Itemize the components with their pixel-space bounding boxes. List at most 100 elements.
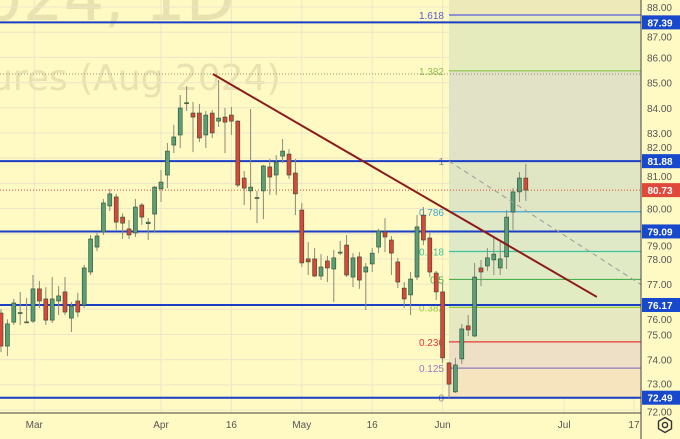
candle-body	[440, 291, 445, 359]
candle	[517, 171, 522, 202]
candle	[5, 319, 10, 356]
x-tick-label: 16	[226, 420, 238, 431]
candle	[414, 215, 420, 281]
level-price-label: 72.49	[642, 390, 680, 405]
fib-zone	[449, 307, 641, 342]
candle	[56, 286, 61, 316]
candle-body	[81, 267, 87, 306]
candle	[120, 213, 125, 239]
candle	[24, 297, 29, 324]
candle-body	[485, 257, 490, 267]
candle	[209, 110, 215, 138]
candle	[305, 242, 311, 276]
fib-level-label: 1.382	[419, 67, 444, 78]
candle-body	[17, 312, 23, 314]
y-tick-label: 74.00	[647, 356, 672, 367]
candle	[126, 220, 132, 239]
y-tick-label: 73.00	[647, 380, 672, 391]
candle-body	[459, 328, 465, 360]
fib-level-label: 0.382	[419, 303, 444, 314]
y-tick-label: 72.00	[647, 408, 672, 419]
settings-icon[interactable]	[656, 416, 674, 434]
candle-body	[280, 150, 285, 157]
candle	[37, 281, 42, 309]
candle	[293, 158, 298, 216]
trend-line	[212, 73, 598, 298]
candle	[472, 262, 477, 337]
candle-body	[24, 321, 29, 324]
candle-body	[0, 312, 4, 347]
candle-body	[56, 295, 61, 302]
level-price-label-bg	[642, 154, 680, 169]
candle	[75, 292, 81, 318]
candle	[286, 149, 292, 180]
candle	[101, 198, 106, 235]
candle-body	[273, 161, 279, 176]
candle	[190, 101, 196, 153]
candle-body	[254, 197, 260, 199]
candle	[497, 242, 503, 276]
candle-body	[5, 323, 10, 347]
candle-body	[49, 298, 55, 321]
candle-body	[197, 112, 202, 139]
x-tick-label: May	[292, 420, 311, 431]
candle	[389, 235, 394, 276]
candle-body	[62, 291, 68, 313]
candle	[433, 270, 439, 300]
candle	[280, 138, 285, 163]
x-tick-label: 17	[628, 420, 640, 431]
fib-zone	[449, 279, 641, 308]
candle	[312, 248, 317, 278]
candle-body	[235, 120, 241, 186]
candle-body	[113, 196, 119, 223]
candle	[478, 259, 484, 287]
candle	[369, 248, 375, 272]
candle-body	[357, 256, 362, 281]
fib-zone	[449, 161, 641, 212]
y-tick-label: 86.00	[647, 53, 672, 64]
price-axis	[641, 0, 680, 439]
candle-body	[184, 102, 189, 105]
candle	[165, 143, 170, 189]
x-tick-label: Jun	[435, 420, 451, 431]
y-tick-label: 79.00	[647, 241, 672, 252]
candle	[331, 250, 337, 302]
candle	[363, 262, 369, 311]
fib-level-label: 0.236	[419, 338, 444, 349]
fib-level-label: 1.618	[419, 11, 444, 22]
candle-body	[305, 258, 311, 263]
level-price-label-text: 76.17	[647, 301, 672, 312]
level-price-label-bg	[642, 15, 680, 30]
level-price-label-text: 79.09	[647, 227, 672, 238]
candle-body	[241, 177, 247, 189]
candle-body	[408, 278, 413, 296]
candle-body	[318, 266, 324, 277]
x-tick-label: Mar	[26, 420, 44, 431]
y-tick-label: 88.00	[647, 3, 672, 14]
x-tick-label: 16	[367, 420, 379, 431]
candle-body	[75, 300, 81, 313]
candle	[43, 287, 49, 325]
last-price-label-bg	[642, 183, 680, 198]
level-price-label-text: 81.88	[647, 157, 672, 168]
fib-level-label: 0.786	[419, 208, 444, 219]
candle-body	[350, 257, 356, 278]
x-tick-label: Apr	[153, 420, 169, 431]
candle	[401, 282, 407, 309]
time-axis	[0, 413, 641, 439]
candle-body	[133, 206, 138, 234]
candle-body	[248, 186, 253, 192]
candle-body	[69, 305, 74, 319]
candle-body	[491, 253, 497, 261]
candle	[49, 277, 55, 323]
level-price-label-text: 72.49	[647, 394, 672, 405]
candle-body	[414, 226, 420, 278]
y-tick-label: 83.00	[647, 129, 672, 140]
fib-level-label: 0	[438, 394, 444, 405]
level-price-label-bg	[642, 224, 680, 239]
candle	[139, 202, 145, 225]
candle	[299, 202, 305, 267]
candle-body	[190, 112, 196, 118]
candle-body	[389, 239, 394, 254]
